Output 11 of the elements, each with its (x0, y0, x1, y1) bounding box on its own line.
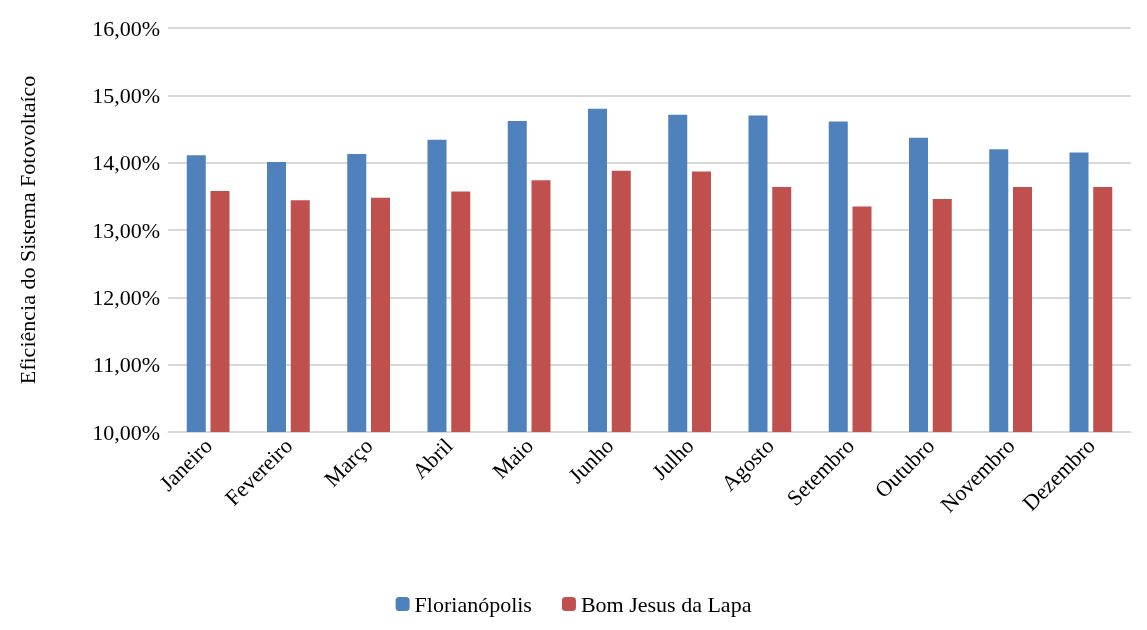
y-tick-label: 11,00% (92, 352, 160, 378)
legend-label: Florianópolis (414, 591, 532, 617)
y-axis-title: Eficiência do Sistema Fotovoltaíco (14, 75, 40, 385)
y-tick-label: 10,00% (92, 419, 160, 445)
y-tick-label: 13,00% (92, 217, 160, 243)
y-tick-label: 15,00% (92, 82, 160, 108)
x-tick-label: Maio (487, 433, 538, 484)
y-tick-label: 14,00% (92, 150, 160, 176)
y-tick-label: 16,00% (92, 15, 160, 41)
legend-label: Bom Jesus da Lapa (580, 591, 752, 617)
y-tick-label: 12,00% (92, 284, 160, 310)
